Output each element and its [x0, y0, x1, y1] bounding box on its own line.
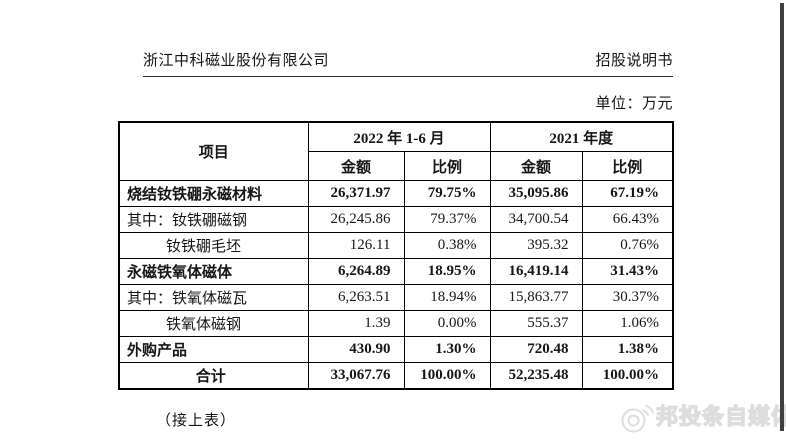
- col-header-amount-2022h1: 金额: [307, 151, 405, 181]
- table-row-ndfeb-blank: 钕铁硼毛坯 126.11 0.38% 395.32 0.76%: [118, 232, 674, 259]
- col-header-item: 项目: [118, 121, 309, 181]
- col-header-ratio-2021: 比例: [581, 151, 674, 181]
- window-right-edge: [780, 3, 784, 431]
- col-header-amount-2021: 金额: [489, 151, 583, 181]
- col-header-ratio-2022h1: 比例: [403, 151, 491, 181]
- unit-note: 单位：万元: [595, 96, 673, 112]
- col-group-2022h1: 2022 年 1-6 月: [307, 121, 491, 152]
- table-header: 项目 2022 年 1-6 月 2021 年度 金额 比例 金额 比例: [118, 121, 674, 181]
- table-header-row-measures: 金额 比例 金额 比例: [119, 151, 674, 181]
- continuation-note: （接上表）: [156, 413, 237, 429]
- doc-title: 招股说明书: [595, 53, 673, 69]
- table-header-row-periods: 项目 2022 年 1-6 月 2021 年度: [118, 121, 674, 181]
- revenue-breakdown-table: 项目 2022 年 1-6 月 2021 年度 金额 比例 金额 比例 烧结钕铁…: [118, 121, 675, 390]
- doc-header: 浙江中科磁业股份有限公司 招股说明书: [143, 49, 673, 77]
- table-row-ndfeb-magnet-steel: 其中：钕铁硼磁钢 26,245.86 79.37% 34,700.54 66.4…: [118, 206, 674, 233]
- table-row-ferrite-magnet: 永磁铁氧体磁体 6,264.89 18.95% 16,419.14 31.43%: [118, 258, 674, 285]
- watermark: 邦投条自媒体: [619, 400, 786, 434]
- watermark-text: 邦投条自媒体: [655, 403, 786, 429]
- col-group-2021: 2021 年度: [489, 121, 674, 152]
- table-row-purchased-products: 外购产品 430.90 1.30% 720.48 1.38%: [118, 336, 674, 363]
- spiral-camera-icon: [621, 404, 654, 433]
- table-row-ferrite-magnet-steel: 铁氧体磁钢 1.39 0.00% 555.37 1.06%: [118, 310, 674, 337]
- table-row-sintered-ndfeb: 烧结钕铁硼永磁材料 26,371.97 79.75% 35,095.86 67.…: [118, 180, 674, 207]
- table-row-ferrite-tile: 其中：铁氧体磁瓦 6,263.51 18.94% 15,863.77 30.37…: [118, 284, 674, 311]
- table-row-total: 合计 33,067.76 100.00% 52,235.48 100.00%: [118, 362, 674, 389]
- company-name: 浙江中科磁业股份有限公司: [143, 53, 330, 69]
